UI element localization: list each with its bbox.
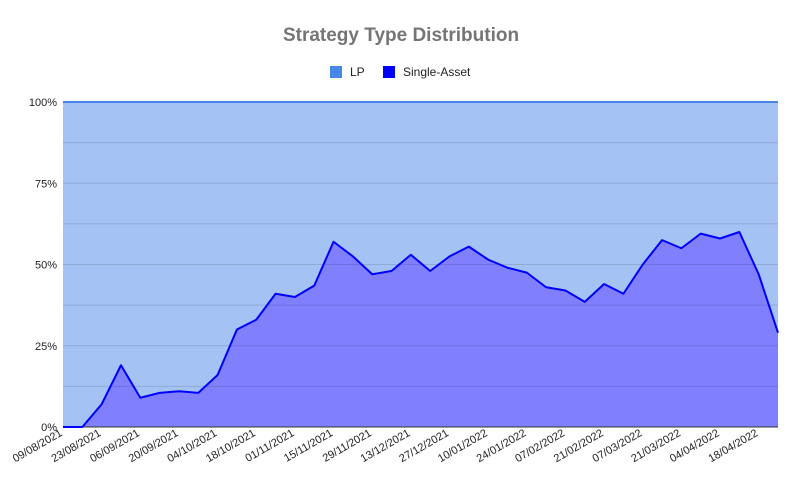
legend: LP Single-Asset: [330, 65, 471, 79]
area-lp: [63, 102, 778, 427]
y-tick-label: 100%: [29, 97, 57, 109]
legend-swatch-lp: [330, 66, 342, 78]
legend-label-lp: LP: [350, 65, 365, 79]
chart-title: Strategy Type Distribution: [282, 25, 520, 46]
area-layers: [63, 232, 778, 427]
y-tick-label: 75%: [35, 178, 57, 190]
y-tick-label: 25%: [35, 341, 57, 353]
plot-background: [63, 102, 778, 427]
legend-swatch-single-asset: [383, 66, 395, 78]
legend-label-single-asset: Single-Asset: [403, 65, 471, 79]
line-single-asset: [63, 231, 779, 428]
area-single-asset: [63, 232, 778, 427]
x-axis-ticks: 09/08/202123/08/202106/09/202120/09/2021…: [11, 427, 760, 465]
y-tick-label: 0%: [41, 422, 57, 434]
y-axis-ticks: 0% 25% 50% 75% 100%: [29, 97, 57, 434]
series-lines: [63, 101, 779, 428]
gridlines: [63, 142, 778, 428]
y-tick-label: 50%: [35, 260, 57, 272]
